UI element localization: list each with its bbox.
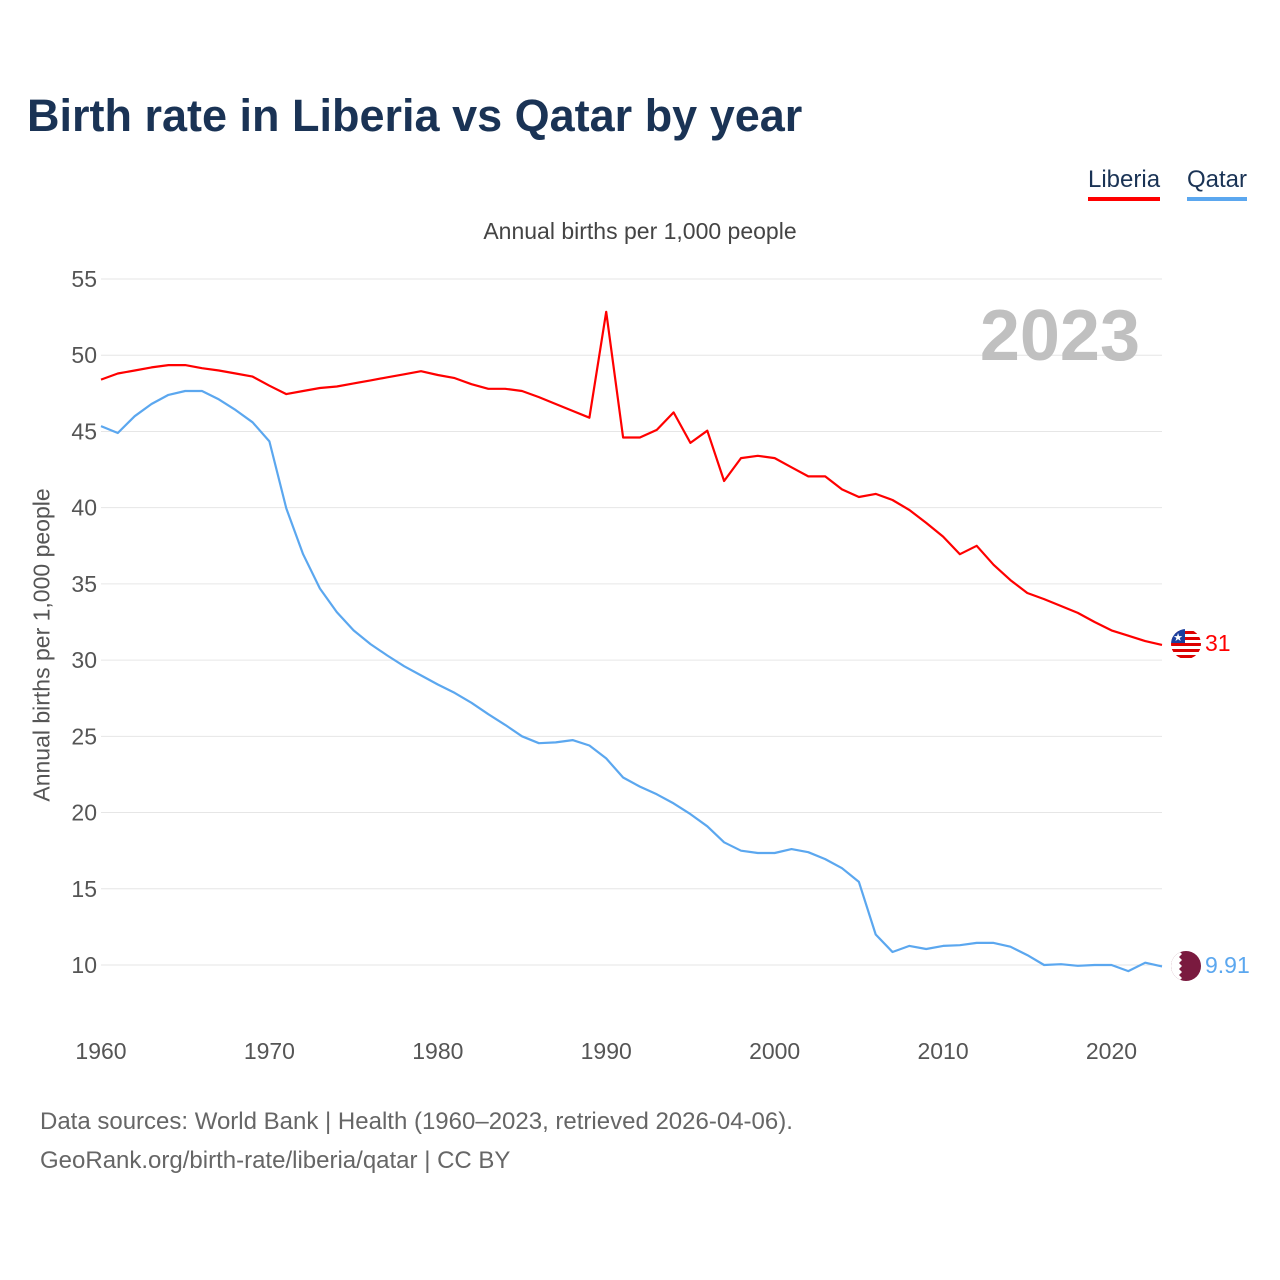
x-tick-label: 1990: [581, 1038, 632, 1064]
year-badge: 2023: [980, 296, 1140, 376]
svg-text:★: ★: [1173, 632, 1183, 644]
liberia-flag-icon: ★: [1171, 629, 1201, 659]
x-tick-label: 1980: [412, 1038, 463, 1064]
y-tick-label: 10: [71, 952, 97, 978]
qatar-flag-icon: [1171, 951, 1201, 981]
chart-title: Birth rate in Liberia vs Qatar by year: [27, 90, 803, 141]
y-tick-label: 45: [71, 418, 97, 444]
y-tick-label: 15: [71, 876, 97, 902]
footer-sources: Data sources: World Bank | Health (1960–…: [40, 1108, 793, 1135]
legend-liberia[interactable]: Liberia: [1088, 166, 1161, 201]
chart-subtitle: Annual births per 1,000 people: [483, 218, 797, 244]
x-tick-label: 2010: [917, 1038, 968, 1064]
x-tick-label: 1970: [244, 1038, 295, 1064]
x-tick-label: 1960: [75, 1038, 126, 1064]
liberia-end-label: 31: [1205, 630, 1231, 656]
y-tick-label: 30: [71, 647, 97, 673]
x-tick-label: 2000: [749, 1038, 800, 1064]
x-tick-label: 2020: [1086, 1038, 1137, 1064]
y-tick-label: 50: [71, 342, 97, 368]
y-tick-label: 35: [71, 571, 97, 597]
series-line-liberia[interactable]: [100, 310, 1163, 646]
y-tick-label: 20: [71, 800, 97, 826]
y-tick-label: 25: [71, 723, 97, 749]
legend-qatar[interactable]: Qatar: [1187, 166, 1248, 201]
y-tick-label: 55: [71, 266, 97, 292]
qatar-end-label: 9.91: [1205, 952, 1250, 978]
footer-credit[interactable]: GeoRank.org/birth-rate/liberia/qatar | C…: [40, 1147, 511, 1174]
series-line-qatar[interactable]: [100, 389, 1163, 973]
y-tick-label: 40: [71, 495, 97, 521]
